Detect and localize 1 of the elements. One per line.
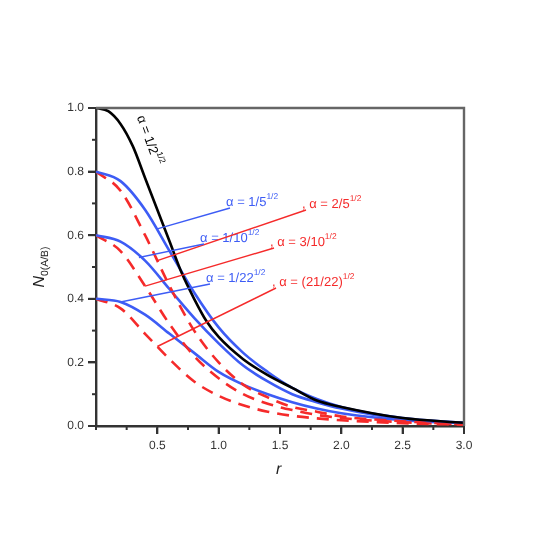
x-axis-title: r bbox=[276, 460, 282, 479]
